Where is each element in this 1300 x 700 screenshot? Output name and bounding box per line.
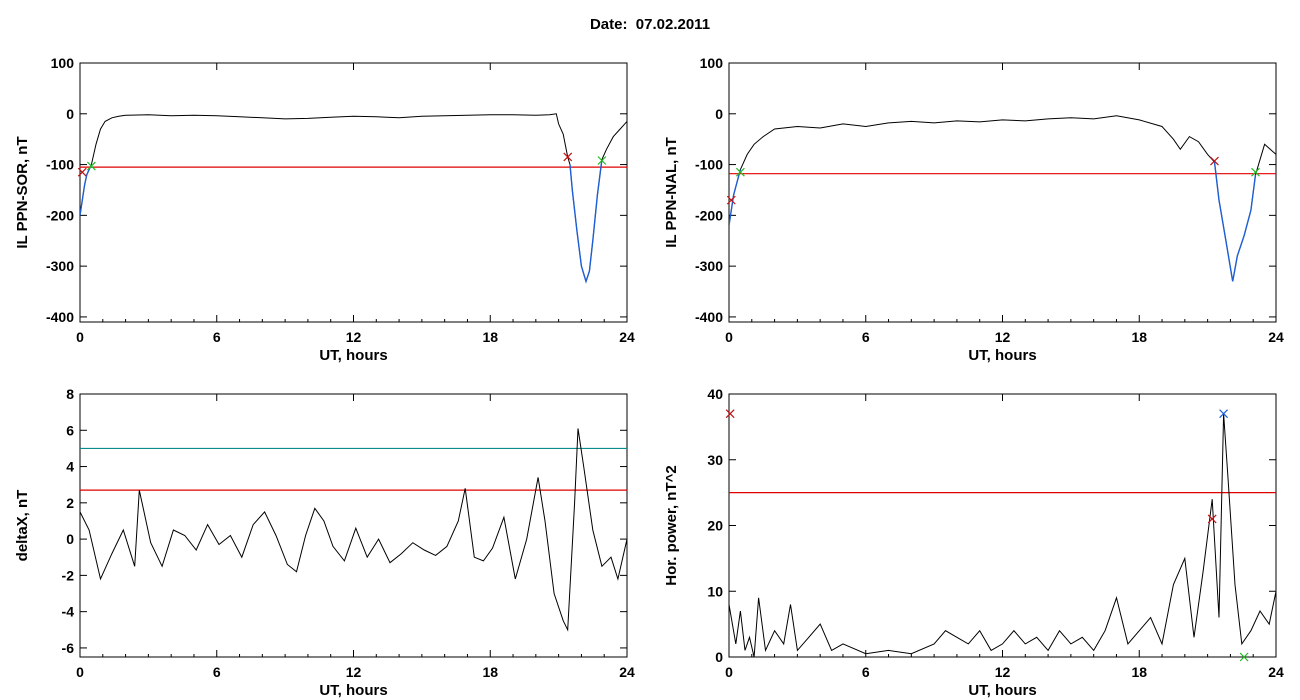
y-tick-label: -100 [695, 157, 723, 173]
y-tick-label: 100 [51, 55, 75, 71]
event-marker [1251, 167, 1260, 177]
y-tick-label: -400 [46, 309, 74, 325]
x-tick-label: 0 [725, 329, 733, 345]
y-tick-label: 0 [66, 531, 74, 547]
y-tick-label: 4 [66, 459, 74, 475]
event-marker [726, 195, 736, 205]
x-tick-label: 12 [346, 664, 362, 680]
panel-nal: 0 6 12 18 24 100 0 -100 -200 -300 -400 UT, hours IL … [663, 55, 1284, 364]
x-tick-label: 18 [1131, 329, 1147, 345]
y-tick-label: 0 [715, 649, 723, 665]
y-tick-label: -6 [62, 640, 75, 656]
x-tick-label: 6 [862, 664, 870, 680]
y-tick-label: -2 [62, 567, 75, 583]
event-marker-b [1207, 514, 1217, 524]
event-marker [597, 156, 607, 165]
event-marker-b [77, 167, 87, 177]
y-axis-title: deltaX, nT [14, 490, 31, 562]
y-axis-title: IL PPN-SOR, nT [14, 136, 31, 248]
panel-sor: 0 6 12 18 24 100 0 -100 -200 -300 -400 UT, hours IL … [14, 55, 635, 364]
x-tick-label: 24 [619, 664, 635, 680]
x-axis-title: UT, hours [319, 682, 387, 699]
series-line [729, 115, 1276, 282]
x-axis-title: UT, hours [968, 347, 1036, 364]
panel-deltax: 0 6 12 18 24 8 6 4 2 0 -2 -4 -6 UT, hours deltaX, nT [14, 386, 635, 699]
y-tick-label: 0 [66, 106, 74, 122]
event-marker [1239, 652, 1249, 662]
y-tick-label: -200 [46, 207, 74, 223]
series-line [80, 113, 627, 284]
peak-marker [1219, 409, 1229, 419]
event-marker [86, 161, 96, 171]
peak-marker-b [1219, 409, 1229, 419]
y-tick-label: 8 [66, 386, 74, 402]
y-tick-label: 10 [707, 583, 723, 599]
event-marker-b [597, 156, 607, 165]
x-tick-label: 24 [1268, 664, 1284, 680]
x-tick-label: 0 [76, 664, 84, 680]
event-marker [77, 167, 87, 177]
y-tick-label: -300 [695, 258, 723, 274]
y-axis-title: Hor. power, nT^2 [663, 465, 680, 585]
event-marker [735, 167, 745, 177]
y-tick-label: 20 [707, 518, 723, 534]
x-tick-label: 18 [482, 329, 498, 345]
event-marker [1210, 156, 1219, 166]
event-marker [563, 152, 573, 162]
highlight-segment [80, 164, 93, 216]
x-tick-label: 0 [725, 664, 733, 680]
y-tick-label: -100 [46, 157, 74, 173]
x-tick-label: 24 [1268, 329, 1284, 345]
event-marker-b [1239, 652, 1249, 662]
plot-frame [79, 62, 628, 323]
x-tick-label: 12 [346, 329, 362, 345]
y-tick-label: 40 [707, 386, 723, 402]
x-tick-label: 6 [213, 329, 221, 345]
event-marker-b [726, 195, 736, 205]
x-tick-label: 12 [995, 664, 1011, 680]
plot-frame [728, 393, 1277, 658]
highlight-segment [1213, 161, 1257, 282]
x-tick-label: 18 [482, 664, 498, 680]
panel-hor-power: 0 6 12 18 24 40 30 20 10 0 UT, hours Hor. power, nT… [663, 386, 1284, 699]
x-tick-label: 6 [862, 329, 870, 345]
y-tick-label: -400 [695, 309, 723, 325]
y-tick-label: -4 [62, 604, 75, 620]
plot-frame [728, 62, 1277, 323]
y-tick-label: 0 [715, 106, 723, 122]
event-marker-b [725, 409, 735, 419]
plot-frame [79, 393, 628, 658]
x-tick-label: 24 [619, 329, 635, 345]
event-marker-b [735, 167, 745, 177]
y-tick-label: -300 [46, 258, 74, 274]
y-axis-title: IL PPN-NAL, nT [663, 137, 680, 248]
y-tick-label: 30 [707, 452, 723, 468]
highlight-segment [569, 159, 603, 284]
x-tick-label: 6 [213, 664, 221, 680]
x-tick-label: 18 [1131, 664, 1147, 680]
y-tick-label: 2 [66, 495, 74, 511]
event-marker-b [86, 161, 96, 171]
event-marker-b [1251, 167, 1260, 177]
series-line [729, 413, 1276, 657]
y-tick-label: -200 [695, 207, 723, 223]
event-marker-b [563, 152, 573, 162]
y-tick-label: 100 [700, 55, 724, 71]
y-tick-label: 6 [66, 422, 74, 438]
x-tick-label: 12 [995, 329, 1011, 345]
event-marker-b [1210, 156, 1219, 166]
event-marker [725, 409, 735, 419]
x-axis-title: UT, hours [968, 682, 1036, 699]
x-tick-label: 0 [76, 329, 84, 345]
series-line [80, 428, 627, 632]
x-axis-title: UT, hours [319, 347, 387, 364]
highlight-segment [729, 169, 742, 226]
event-marker [1207, 514, 1217, 524]
page-title: Date: 07.02.2011 [589, 16, 711, 33]
